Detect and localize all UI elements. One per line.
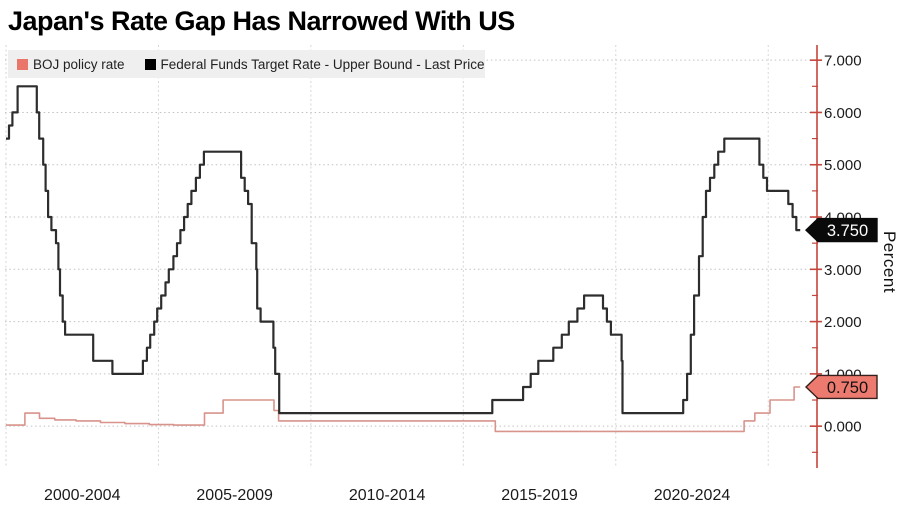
legend-item-boj: BOJ policy rate <box>17 57 125 72</box>
legend-label-fed: Federal Funds Target Rate - Upper Bound … <box>160 56 485 72</box>
chart-title: Japan's Rate Gap Has Narrowed With US <box>8 6 515 36</box>
x-tick-label: 2010-2014 <box>349 487 426 504</box>
y-tick-label: 2.000 <box>824 314 862 331</box>
x-tick-label: 2000-2004 <box>44 487 121 504</box>
y-tick-label: 7.000 <box>824 53 862 70</box>
last-price-value: 0.750 <box>827 379 868 397</box>
legend-label-boj: BOJ policy rate <box>33 56 125 72</box>
fed-series-swatch-icon <box>144 58 156 70</box>
y-axis-title: Percent <box>880 231 899 293</box>
y-tick-label: 6.000 <box>824 105 862 122</box>
y-tick-label: 3.000 <box>824 262 862 279</box>
y-tick-label: 5.000 <box>824 157 862 174</box>
x-tick-label: 2020-2024 <box>654 487 731 504</box>
legend-item-fed: Federal Funds Target Rate - Upper Bound … <box>144 56 485 72</box>
last-price-value: 3.750 <box>827 222 868 240</box>
legend: BOJ policy rate Federal Funds Target Rat… <box>8 50 485 78</box>
x-tick-label: 2015-2019 <box>501 487 578 504</box>
fed-funds-line <box>6 85 801 415</box>
boj-series-swatch-icon <box>17 58 28 70</box>
boj-rate-line <box>6 386 801 433</box>
y-tick-label: 0.000 <box>824 419 862 436</box>
fed-last-price-tag <box>804 217 878 243</box>
x-tick-label: 2005-2009 <box>196 487 273 504</box>
boj-last-price-tag <box>804 374 878 400</box>
